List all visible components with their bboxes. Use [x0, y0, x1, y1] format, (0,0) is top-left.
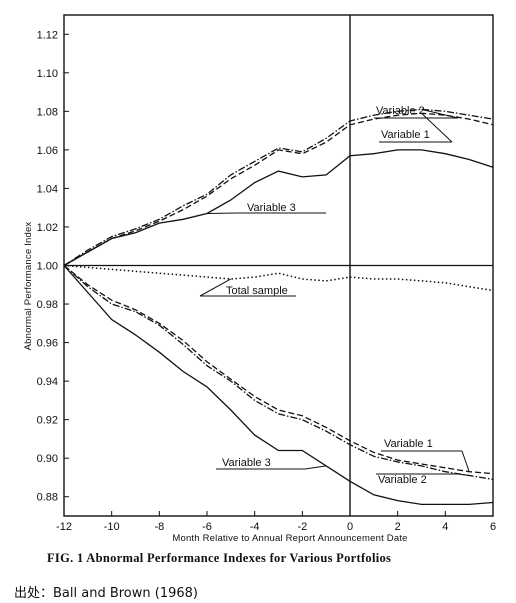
- x-tick-label: 6: [490, 521, 496, 533]
- y-tick-label: 1.06: [37, 145, 58, 157]
- y-tick-label: 0.98: [37, 299, 58, 311]
- annotation-leader: [199, 278, 232, 297]
- series-line-lower-variable-1: [63, 264, 494, 475]
- x-axis-label: Month Relative to Annual Report Announce…: [172, 533, 407, 544]
- y-tick-label: 0.94: [37, 376, 58, 388]
- series-line-lower-variable-2: [63, 265, 494, 481]
- series-line-upper-variable-3: [63, 149, 494, 267]
- series-line-lower-variable-3: [63, 265, 494, 506]
- annotation-leaders: [199, 108, 470, 477]
- y-tick-label: 1.00: [37, 261, 58, 273]
- annotation-label: Variable 2: [378, 474, 427, 486]
- x-tick-label: -12: [56, 521, 72, 533]
- annotation-leader: [304, 465, 327, 470]
- x-tick-label: -4: [250, 521, 260, 533]
- series-line-upper-variable-2: [63, 108, 494, 267]
- y-tick-label: 1.12: [37, 29, 58, 41]
- annotation-leader: [421, 108, 459, 119]
- x-tick-label: -2: [297, 521, 307, 533]
- x-tick-label: -6: [202, 521, 212, 533]
- axis-ticks: 0.88 0.90 0.92 0.94 0.96 0.98 1.00 1.02 1.04 1.06…: [37, 29, 496, 533]
- y-tick-label: 1.04: [37, 183, 58, 195]
- y-axis-label: Abnormal Performance Index: [23, 222, 34, 351]
- x-tick-label: 0: [347, 521, 353, 533]
- source-note: 出处：Ball and Brown (1968): [14, 586, 198, 601]
- figure-caption: FIG. 1 Abnormal Performance Indexes for …: [47, 551, 392, 565]
- performance-index-chart: 0.88 0.90 0.92 0.94 0.96 0.98 1.00 1.02 1.04 1.06…: [23, 14, 496, 544]
- y-tick-label: 0.92: [37, 415, 58, 427]
- annotation-label: Variable 1: [384, 438, 433, 450]
- annotation-label: Total sample: [226, 285, 288, 297]
- x-tick-label: -8: [154, 521, 164, 533]
- annotation-label: Variable 3: [222, 457, 271, 469]
- y-tick-label: 1.08: [37, 106, 58, 118]
- x-tick-label: -10: [104, 521, 120, 533]
- annotation-leader: [461, 450, 470, 472]
- y-tick-label: 1.02: [37, 222, 58, 234]
- annotation-label: Variable 3: [247, 202, 296, 214]
- y-tick-label: 0.96: [37, 338, 58, 350]
- annotation-leader: [421, 112, 453, 143]
- annotation-label: Variable 1: [381, 129, 430, 141]
- x-tick-label: 4: [442, 521, 448, 533]
- annotation-leader: [457, 473, 470, 477]
- y-tick-label: 0.88: [37, 492, 58, 504]
- x-tick-label: 2: [395, 521, 401, 533]
- annotations: Variable 2 Variable 1 Variable 3 Total samp…: [222, 105, 433, 486]
- y-tick-label: 1.10: [37, 68, 58, 80]
- annotation-label: Variable 2: [376, 105, 425, 117]
- y-tick-label: 0.90: [37, 453, 58, 465]
